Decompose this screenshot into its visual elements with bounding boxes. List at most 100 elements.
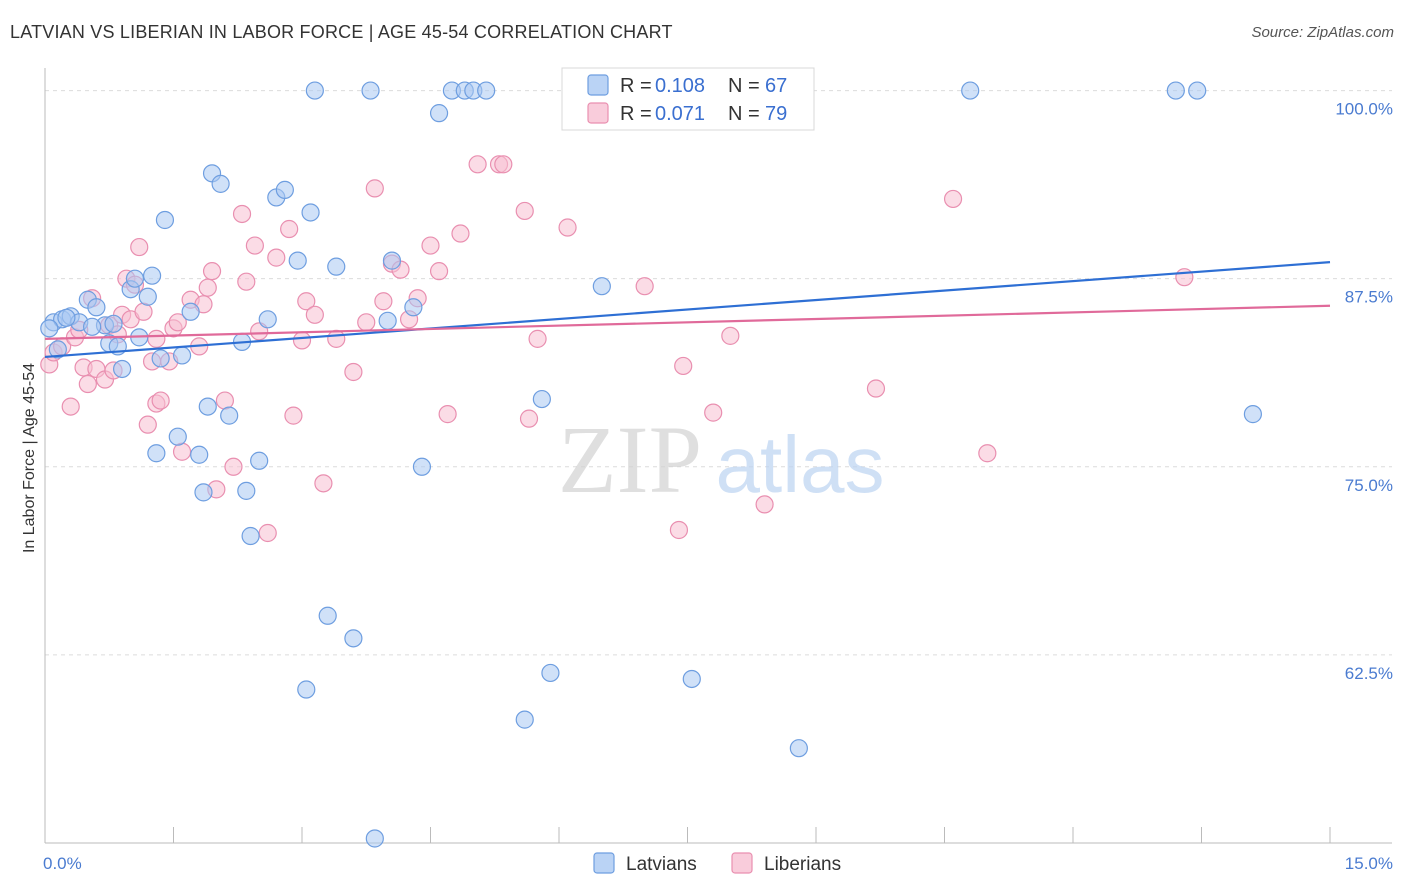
legend-latvians-label: Latvians [626, 854, 697, 875]
liberian-point [365, 179, 384, 198]
latvian-point [181, 302, 200, 321]
latvian-point [275, 180, 294, 199]
latvian-point [142, 266, 162, 285]
liberian-point [327, 329, 346, 348]
latvian-point [83, 317, 102, 336]
liberian-point [558, 218, 577, 237]
latvian-point [48, 340, 67, 359]
latvian-point [104, 314, 123, 333]
legend-liberians-swatch [731, 852, 753, 874]
x-tick-label-right: 15.0% [1345, 854, 1393, 873]
liberian-point [147, 329, 166, 348]
liberian-point [721, 326, 740, 345]
liberian-point [134, 302, 153, 321]
liberian-point [245, 236, 264, 255]
liberian-point [943, 189, 963, 209]
liberian-point [978, 444, 997, 463]
liberian-point [215, 391, 234, 410]
latvians-swatch [587, 74, 609, 96]
latvians-trend-line [44, 261, 1331, 359]
latvian-point [682, 669, 701, 689]
liberian-point [429, 262, 449, 281]
latvian-point [532, 389, 551, 409]
liberian-point [468, 155, 487, 174]
latvians-n-value: 67 [765, 75, 787, 97]
liberian-point [866, 379, 886, 398]
latvian-point [220, 406, 239, 425]
latvian-point [57, 308, 76, 327]
liberian-point [138, 415, 157, 434]
liberian-point [357, 313, 376, 332]
liberian-point [297, 292, 316, 311]
latvian-point [327, 257, 346, 276]
latvian-point [365, 829, 384, 848]
latvian-point [1188, 81, 1207, 100]
liberian-point [421, 236, 440, 255]
latvian-point [789, 739, 808, 758]
latvian-point [297, 680, 316, 699]
liberian-point [669, 520, 689, 540]
liberian-point [78, 374, 97, 394]
legend-latvians-swatch [593, 852, 615, 874]
latvian-point [198, 397, 217, 416]
latvian-point [87, 298, 106, 317]
source-credit: Source: ZipAtlas.com [1251, 24, 1394, 41]
liberian-point [267, 248, 286, 267]
y-tick-label: 100.0% [1335, 100, 1393, 119]
latvian-point [301, 203, 320, 222]
liberian-point [528, 329, 547, 348]
x-tick-labels: 0.0% 15.0% [43, 854, 1393, 873]
legend-liberians-label: Liberians [764, 854, 841, 875]
liberian-point [494, 155, 513, 174]
liberian-point [438, 405, 457, 424]
latvian-point [429, 104, 449, 123]
latvian-point [592, 277, 611, 296]
liberian-point [202, 262, 222, 281]
liberian-point [519, 409, 539, 428]
y-tick-label: 75.0% [1345, 476, 1393, 495]
liberian-point [344, 362, 363, 382]
latvian-point [344, 629, 363, 648]
liberian-point [374, 292, 393, 311]
latvian-point [382, 251, 402, 270]
liberian-point [198, 278, 217, 297]
latvian-point [138, 287, 157, 306]
latvian-point [241, 526, 260, 546]
latvian-point [211, 174, 230, 193]
liberian-point [232, 204, 252, 224]
liberian-point [61, 397, 80, 416]
latvians-r-label: R = [620, 75, 652, 97]
latvians-n-label: N = [728, 75, 760, 97]
liberian-point [130, 237, 149, 257]
y-axis-title: In Labor Force | Age 45-54 [21, 363, 38, 553]
y-tick-label: 87.5% [1345, 288, 1393, 307]
grid-lines [45, 90, 1392, 656]
latvian-point [378, 311, 397, 330]
liberian-point [292, 331, 312, 350]
axes [44, 68, 1392, 844]
watermark: ZIP atlas [558, 406, 884, 513]
y-tick-labels: 100.0% 87.5% 75.0% 62.5% [1335, 100, 1393, 683]
liberians-r-label: R = [620, 103, 652, 125]
stats-legend: R = 0.108 N = 67 R = 0.071 N = 79 [561, 67, 815, 131]
y-tick-label: 62.5% [1345, 664, 1393, 683]
latvian-point [961, 81, 980, 100]
liberian-point [704, 403, 723, 422]
latvian-point [172, 346, 192, 365]
liberian-point [172, 442, 192, 461]
liberian-point [451, 224, 470, 243]
chart-title: LATVIAN VS LIBERIAN IN LABOR FORCE | AGE… [10, 22, 673, 42]
liberians-n-value: 79 [765, 103, 787, 125]
trend-lines [44, 261, 1331, 359]
latvian-point [147, 444, 166, 463]
liberians-swatch [587, 102, 609, 124]
liberians-r-value: 0.071 [655, 103, 705, 125]
latvian-point [168, 427, 187, 446]
bottom-legend: Latvians Liberians [593, 852, 841, 875]
latvian-point [477, 81, 496, 100]
liberian-point [224, 457, 243, 476]
latvian-point [151, 349, 170, 368]
liberian-point [258, 523, 277, 543]
latvian-point [541, 663, 560, 683]
watermark-atlas: atlas [716, 420, 885, 509]
